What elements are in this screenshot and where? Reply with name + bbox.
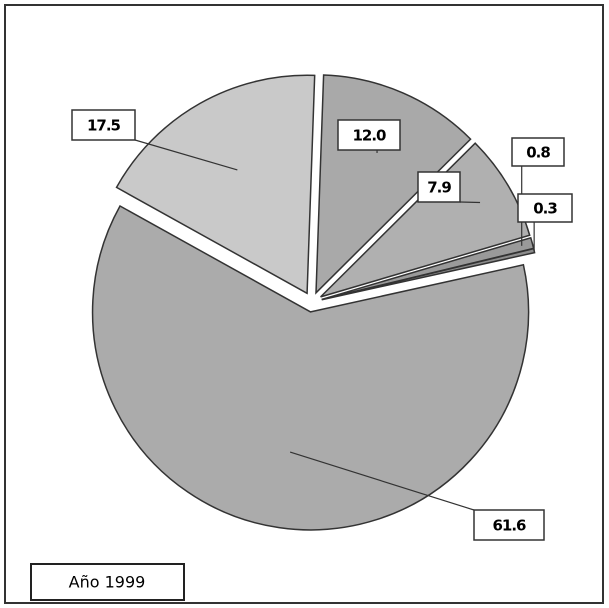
label-box bbox=[417, 171, 461, 203]
annotation: Año 1999 bbox=[69, 573, 146, 592]
label-box bbox=[473, 509, 545, 541]
data-label: 7.9 bbox=[427, 179, 451, 197]
data-label: 0.8 bbox=[526, 144, 550, 162]
leader-line bbox=[134, 139, 238, 171]
data-label: 61.6 bbox=[492, 517, 526, 535]
data-label: 12.0 bbox=[352, 127, 386, 145]
label-box bbox=[337, 119, 401, 151]
label-box bbox=[517, 193, 573, 223]
data-label: 17.5 bbox=[87, 117, 121, 135]
pie-slice bbox=[91, 204, 530, 531]
label-box bbox=[511, 137, 565, 167]
pie-slice bbox=[320, 142, 531, 298]
data-label: 0.3 bbox=[533, 200, 557, 218]
pie-slice bbox=[115, 74, 316, 295]
legend-box bbox=[30, 563, 185, 601]
leader-line bbox=[289, 451, 475, 511]
label-box bbox=[71, 109, 136, 141]
